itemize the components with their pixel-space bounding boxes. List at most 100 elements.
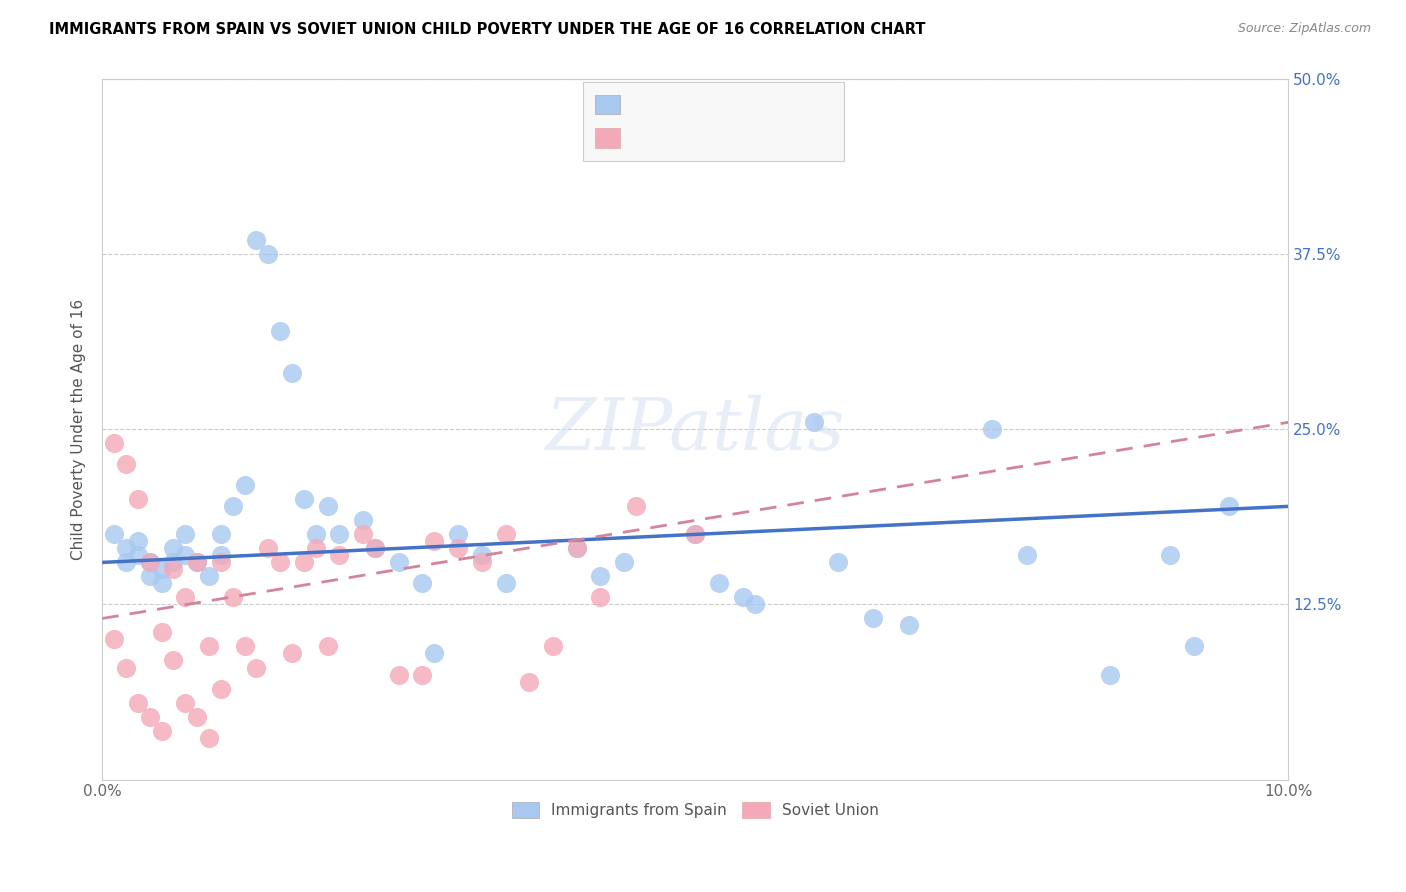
Point bbox=[162, 541, 184, 556]
Point bbox=[744, 598, 766, 612]
Point bbox=[115, 556, 138, 570]
Point bbox=[209, 681, 232, 696]
Point bbox=[138, 556, 160, 570]
Text: R =: R = bbox=[630, 98, 666, 116]
Point bbox=[186, 556, 208, 570]
Point bbox=[364, 541, 387, 556]
Text: N =: N = bbox=[714, 132, 762, 150]
Point bbox=[209, 549, 232, 563]
Point bbox=[423, 534, 446, 549]
Point bbox=[162, 653, 184, 667]
Point bbox=[316, 640, 339, 654]
Point bbox=[1159, 549, 1181, 563]
Point bbox=[897, 618, 920, 632]
Point bbox=[731, 591, 754, 605]
Point bbox=[222, 500, 245, 514]
Point bbox=[198, 569, 221, 583]
Point bbox=[292, 556, 315, 570]
Text: 52: 52 bbox=[755, 98, 778, 116]
Point bbox=[257, 247, 280, 261]
Point bbox=[186, 709, 208, 723]
Point bbox=[174, 696, 197, 710]
Point bbox=[803, 415, 825, 429]
Point bbox=[316, 500, 339, 514]
Point bbox=[186, 556, 208, 570]
Point bbox=[127, 492, 149, 507]
Point bbox=[862, 611, 884, 625]
Y-axis label: Child Poverty Under the Age of 16: Child Poverty Under the Age of 16 bbox=[72, 299, 86, 560]
Text: N =: N = bbox=[714, 98, 762, 116]
Point bbox=[827, 556, 849, 570]
Point bbox=[103, 527, 125, 541]
Point bbox=[281, 647, 304, 661]
Text: ZIPatlas: ZIPatlas bbox=[546, 394, 845, 465]
Point bbox=[1017, 549, 1039, 563]
Point bbox=[174, 527, 197, 541]
Point bbox=[209, 556, 232, 570]
Point bbox=[138, 569, 160, 583]
Point bbox=[495, 576, 517, 591]
Point bbox=[150, 576, 173, 591]
Point bbox=[471, 549, 494, 563]
Point bbox=[352, 513, 374, 527]
Point bbox=[115, 458, 138, 472]
Point bbox=[115, 541, 138, 556]
Point bbox=[565, 541, 588, 556]
Text: 0.070: 0.070 bbox=[661, 98, 713, 116]
Point bbox=[423, 647, 446, 661]
Point bbox=[305, 527, 328, 541]
Point bbox=[352, 527, 374, 541]
Point bbox=[565, 541, 588, 556]
Point bbox=[222, 591, 245, 605]
Point bbox=[517, 674, 540, 689]
Point bbox=[707, 576, 730, 591]
Point bbox=[589, 591, 612, 605]
Point bbox=[541, 640, 564, 654]
Point bbox=[162, 562, 184, 576]
Point bbox=[980, 422, 1002, 436]
Point bbox=[257, 541, 280, 556]
Point bbox=[150, 562, 173, 576]
Point bbox=[198, 731, 221, 745]
Point bbox=[447, 541, 470, 556]
Point bbox=[127, 549, 149, 563]
Point bbox=[174, 591, 197, 605]
Point bbox=[150, 625, 173, 640]
Point bbox=[1099, 667, 1122, 681]
Point bbox=[115, 660, 138, 674]
Text: 0.081: 0.081 bbox=[661, 132, 713, 150]
Point bbox=[685, 527, 707, 541]
Point bbox=[364, 541, 387, 556]
Point bbox=[328, 549, 350, 563]
Point bbox=[233, 478, 256, 492]
Point bbox=[138, 556, 160, 570]
Point bbox=[447, 527, 470, 541]
Point bbox=[103, 632, 125, 647]
Point bbox=[162, 556, 184, 570]
Point bbox=[495, 527, 517, 541]
Text: Source: ZipAtlas.com: Source: ZipAtlas.com bbox=[1237, 22, 1371, 36]
Point bbox=[388, 556, 411, 570]
Point bbox=[127, 696, 149, 710]
Legend: Immigrants from Spain, Soviet Union: Immigrants from Spain, Soviet Union bbox=[506, 797, 886, 824]
Point bbox=[269, 556, 291, 570]
Point bbox=[589, 569, 612, 583]
Text: 44: 44 bbox=[755, 132, 779, 150]
Text: R =: R = bbox=[630, 132, 666, 150]
Point bbox=[305, 541, 328, 556]
Point bbox=[292, 492, 315, 507]
Point bbox=[624, 500, 647, 514]
Point bbox=[613, 556, 636, 570]
Point bbox=[150, 723, 173, 738]
Point bbox=[127, 534, 149, 549]
Point bbox=[198, 640, 221, 654]
Point bbox=[174, 549, 197, 563]
Point bbox=[328, 527, 350, 541]
Point bbox=[209, 527, 232, 541]
Point bbox=[281, 366, 304, 380]
Point bbox=[471, 556, 494, 570]
Point bbox=[233, 640, 256, 654]
Point bbox=[138, 709, 160, 723]
Point bbox=[1182, 640, 1205, 654]
Point bbox=[103, 436, 125, 450]
